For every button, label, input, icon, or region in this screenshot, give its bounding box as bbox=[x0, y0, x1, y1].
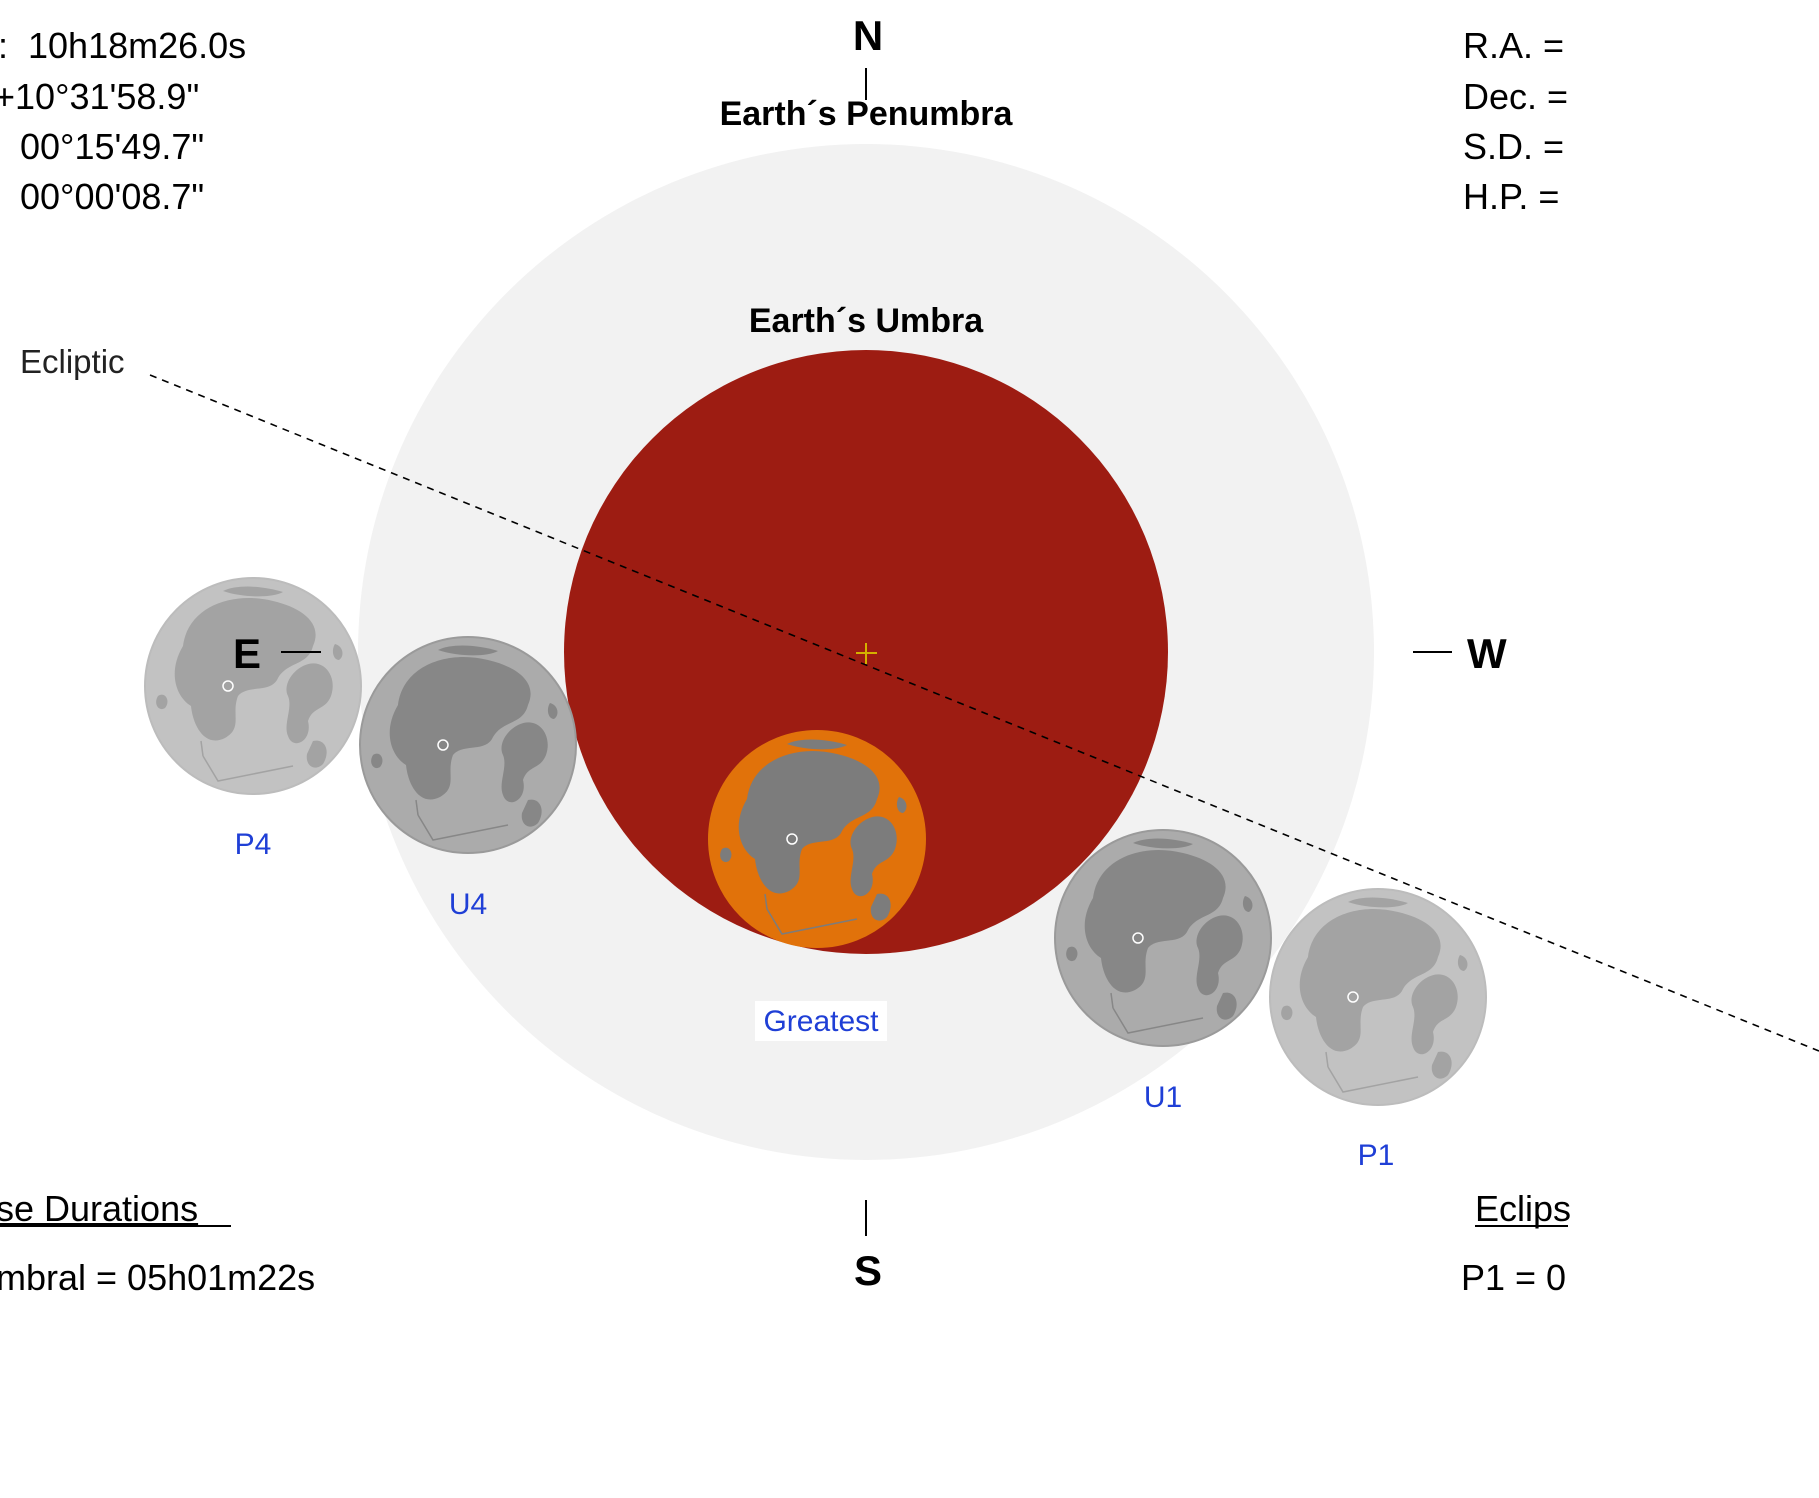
moon-sd-label: S.D. = bbox=[1463, 126, 1564, 167]
contact-label-greatest: Greatest bbox=[763, 1005, 879, 1038]
shadow-ra-separator: : bbox=[0, 25, 8, 66]
moon-dec-label: Dec. = bbox=[1463, 76, 1568, 117]
penumbra-label: Earth´s Penumbra bbox=[720, 95, 1014, 133]
moon-crater bbox=[437, 739, 449, 751]
moon-crater bbox=[222, 680, 234, 692]
shadow-sd: 00°15'49.7" bbox=[20, 126, 204, 167]
p1-contact-time: P1 = 0 bbox=[1461, 1257, 1566, 1298]
contact-label-u1: U1 bbox=[1144, 1081, 1182, 1114]
south-label: S bbox=[854, 1247, 882, 1294]
contact-label-p1: P1 bbox=[1358, 1139, 1395, 1172]
moon-info: R.A. = Dec. = S.D. = H.P. = bbox=[1463, 25, 1568, 217]
shadow-center-cross bbox=[856, 643, 877, 664]
shadow-info: : 10h18m26.0s +10°31'58.9" 00°15'49.7" 0… bbox=[0, 25, 246, 217]
moon-ra-label: R.A. = bbox=[1463, 25, 1564, 66]
ecliptic-label: Ecliptic bbox=[20, 343, 125, 380]
shadow-hp: 00°00'08.7" bbox=[20, 176, 204, 217]
moon-p4 bbox=[144, 577, 362, 795]
north-label: N bbox=[853, 12, 883, 59]
moon-u4 bbox=[359, 636, 577, 854]
contact-label-p4: P4 bbox=[235, 828, 272, 861]
shadow-dec: +10°31'58.9" bbox=[0, 76, 199, 117]
moon-u1 bbox=[1054, 829, 1272, 1047]
moon-crater bbox=[1132, 932, 1144, 944]
moon-greatest bbox=[708, 730, 926, 948]
greatest-label-background bbox=[755, 1001, 887, 1041]
contact-label-u4: U4 bbox=[449, 888, 487, 921]
ecliptic-line bbox=[149, 374, 1819, 1052]
moon-crater bbox=[1347, 991, 1359, 1003]
moon-hp-label: H.P. = bbox=[1463, 176, 1559, 217]
contacts-heading: Eclips bbox=[1475, 1188, 1571, 1229]
west-label: W bbox=[1467, 630, 1507, 677]
durations-heading: se Durations bbox=[0, 1188, 198, 1229]
moon-crater bbox=[786, 833, 798, 845]
east-label: E bbox=[233, 630, 261, 677]
moon-p1 bbox=[1269, 888, 1487, 1106]
penumbral-duration: mbral = 05h01m22s bbox=[0, 1257, 315, 1298]
shadow-ra: 10h18m26.0s bbox=[28, 25, 246, 66]
umbra-label: Earth´s Umbra bbox=[749, 302, 984, 340]
